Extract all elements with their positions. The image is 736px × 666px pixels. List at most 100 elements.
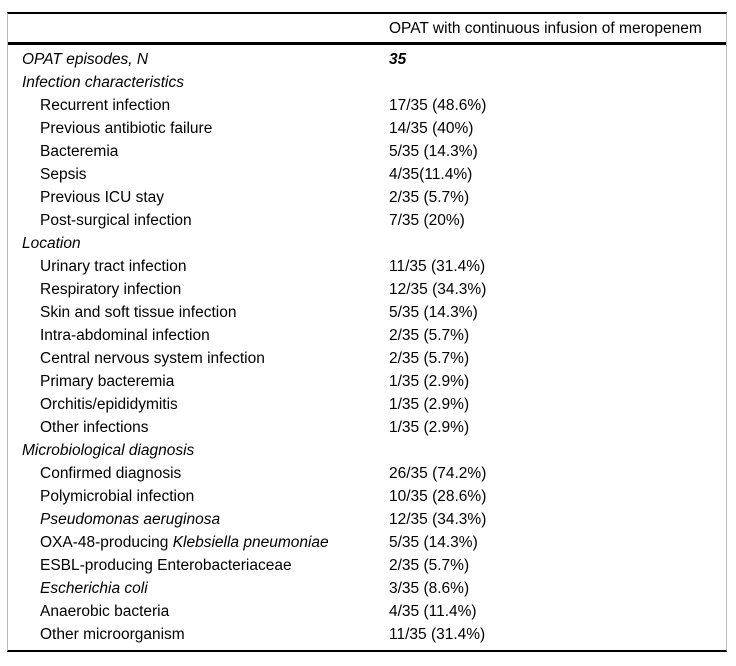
row-label: Infection characteristics xyxy=(8,71,381,94)
row-label: Other microorganism xyxy=(8,623,381,646)
row-label: OXA-48-producing Klebsiella pneumoniae xyxy=(8,531,381,554)
label-text: Intra-abdominal infection xyxy=(40,327,210,344)
table-row: Orchitis/epididymitis 1/35 (2.9%) xyxy=(8,393,726,416)
row-label: Pseudomonas aeruginosa xyxy=(8,508,381,531)
table-row: Intra-abdominal infection 2/35 (5.7%) xyxy=(8,324,726,347)
label-text: Location xyxy=(22,235,81,252)
table-row: Other microorganism 11/35 (31.4%) xyxy=(8,623,726,646)
label-text: Other infections xyxy=(40,419,149,436)
label-text: Orchitis/epididymitis xyxy=(40,396,178,413)
row-label: Post-surgical infection xyxy=(8,209,381,232)
label-text: Primary bacteremia xyxy=(40,373,175,390)
row-label: Orchitis/epididymitis xyxy=(8,393,381,416)
row-value: 26/35 (74.2%) xyxy=(389,465,487,482)
row-label: Anaerobic bacteria xyxy=(8,600,381,623)
row-value: 11/35 (31.4%) xyxy=(389,258,486,275)
row-value: 35 xyxy=(389,51,407,68)
row-label: Polymicrobial infection xyxy=(8,485,381,508)
table-row: Previous ICU stay 2/35 (5.7%) xyxy=(8,186,726,209)
row-value: 10/35 (28.6%) xyxy=(389,488,487,505)
row-value: 4/35 (11.4%) xyxy=(389,603,477,620)
table-row: ESBL-producing Enterobacteriaceae 2/35 (5… xyxy=(8,554,726,577)
table-row: Primary bacteremia 1/35 (2.9%) xyxy=(8,370,726,393)
table-row: OXA-48-producing Klebsiella pneumoniae 5/… xyxy=(8,531,726,554)
table-row: Confirmed diagnosis 26/35 (74.2%) xyxy=(8,462,726,485)
row-value xyxy=(381,439,726,462)
row-label: Recurrent infection xyxy=(8,94,381,117)
row-value: 5/35 (14.3%) xyxy=(389,304,478,321)
label-text: Infection characteristics xyxy=(22,74,184,91)
row-value xyxy=(381,232,726,255)
label-text: Skin and soft tissue infection xyxy=(40,304,237,321)
row-label: Escherichia coli xyxy=(8,577,381,600)
row-value: 2/35 (5.7%) xyxy=(389,557,470,574)
row-label: Confirmed diagnosis xyxy=(8,462,381,485)
row-value: 2/35 (5.7%) xyxy=(389,327,470,344)
label-text: Sepsis xyxy=(40,166,87,183)
table-row: Infection characteristics xyxy=(8,71,726,94)
row-value: 7/35 (20%) xyxy=(389,212,465,229)
table-row: Anaerobic bacteria 4/35 (11.4%) xyxy=(8,600,726,623)
row-label: Intra-abdominal infection xyxy=(8,324,381,347)
label-text: Other microorganism xyxy=(40,626,185,643)
label-text: Respiratory infection xyxy=(40,281,182,298)
row-label: Previous ICU stay xyxy=(8,186,381,209)
row-label: Location xyxy=(8,232,381,255)
table-row: Pseudomonas aeruginosa 12/35 (34.3%) xyxy=(8,508,726,531)
label-text: Confirmed diagnosis xyxy=(40,465,182,482)
row-value: 2/35 (5.7%) xyxy=(389,350,470,367)
table-body: OPAT episodes, N 35 Infection characterist… xyxy=(8,45,726,646)
table-row: Skin and soft tissue infection 5/35 (14.3… xyxy=(8,301,726,324)
row-value xyxy=(381,71,726,94)
table-row: Escherichia coli 3/35 (8.6%) xyxy=(8,577,726,600)
label-text: Post-surgical infection xyxy=(40,212,192,229)
label-text: Urinary tract infection xyxy=(40,258,187,275)
table-row: Microbiological diagnosis xyxy=(8,439,726,462)
row-value: 12/35 (34.3%) xyxy=(389,281,487,298)
label-text: Pseudomonas aeruginosa xyxy=(40,511,221,528)
label-text: Previous ICU stay xyxy=(40,189,165,206)
table-row: Location xyxy=(8,232,726,255)
label-text: Klebsiella pneumoniae xyxy=(172,534,329,551)
row-value: 3/35 (8.6%) xyxy=(389,580,470,597)
row-label: Skin and soft tissue infection xyxy=(8,301,381,324)
row-label: Central nervous system infection xyxy=(8,347,381,370)
table-row: Post-surgical infection 7/35 (20%) xyxy=(8,209,726,232)
table-row: Bacteremia 5/35 (14.3%) xyxy=(8,140,726,163)
table-row: Recurrent infection 17/35 (48.6%) xyxy=(8,94,726,117)
row-value: 12/35 (34.3%) xyxy=(389,511,487,528)
label-text: Microbiological diagnosis xyxy=(22,442,195,459)
row-value: 4/35(11.4%) xyxy=(389,166,473,183)
opat-table: OPAT with continuous infusion of meropen… xyxy=(7,12,727,652)
label-text: Anaerobic bacteria xyxy=(40,603,170,620)
row-label: Sepsis xyxy=(8,163,381,186)
row-label: Primary bacteremia xyxy=(8,370,381,393)
label-text: ESBL-producing Enterobacteriaceae xyxy=(40,557,292,574)
header-column-title: OPAT with continuous infusion of meropen… xyxy=(389,19,702,37)
row-label: ESBL-producing Enterobacteriaceae xyxy=(8,554,381,577)
row-value: 1/35 (2.9%) xyxy=(389,419,470,436)
table-row: Respiratory infection 12/35 (34.3%) xyxy=(8,278,726,301)
table-row: Other infections 1/35 (2.9%) xyxy=(8,416,726,439)
row-label: Bacteremia xyxy=(8,140,381,163)
table-row: Urinary tract infection 11/35 (31.4%) xyxy=(8,255,726,278)
row-value: 11/35 (31.4%) xyxy=(389,626,486,643)
row-value: 17/35 (48.6%) xyxy=(389,97,487,114)
label-text: Previous antibiotic failure xyxy=(40,120,213,137)
row-label: Previous antibiotic failure xyxy=(8,117,381,140)
table-header-row: OPAT with continuous infusion of meropen… xyxy=(8,14,726,45)
table-row: Previous antibiotic failure 14/35 (40%) xyxy=(8,117,726,140)
table-row: Sepsis 4/35(11.4%) xyxy=(8,163,726,186)
row-value: 5/35 (14.3%) xyxy=(389,534,478,551)
row-value: 1/35 (2.9%) xyxy=(389,396,470,413)
table-row: OPAT episodes, N 35 xyxy=(8,48,726,71)
label-text: Bacteremia xyxy=(40,143,119,160)
row-value: 2/35 (5.7%) xyxy=(389,189,470,206)
label-text: Escherichia coli xyxy=(40,580,148,597)
row-value: 5/35 (14.3%) xyxy=(389,143,478,160)
row-label: Microbiological diagnosis xyxy=(8,439,381,462)
label-text: OPAT episodes, N xyxy=(22,51,149,68)
row-label: Other infections xyxy=(8,416,381,439)
label-text: Central nervous system infection xyxy=(40,350,265,367)
